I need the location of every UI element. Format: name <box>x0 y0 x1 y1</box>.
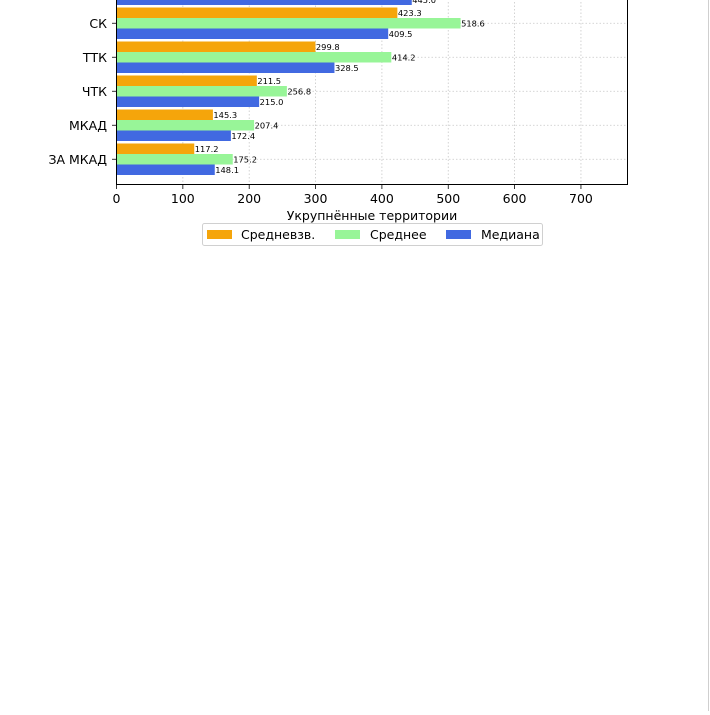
bar <box>116 0 412 5</box>
bar-value-label: 518.6 <box>461 18 485 28</box>
bar <box>116 109 213 120</box>
bar <box>116 164 215 175</box>
value-labels: 423.3 299.8 211.5 145.3 117.2 518.6 414.2 256.8… <box>195 0 485 175</box>
bar <box>116 28 389 39</box>
x-tick-label: 300 <box>304 191 328 206</box>
bar <box>116 75 257 86</box>
legend-frame <box>202 223 543 246</box>
legend-swatch <box>335 230 360 239</box>
bar-value-label: 117.2 <box>195 144 219 154</box>
y-tick-label: ЗА МКАД <box>48 152 107 167</box>
legend-swatch <box>446 230 471 239</box>
x-tick-label: 700 <box>569 191 593 206</box>
bar-value-label: 172.4 <box>231 131 255 141</box>
x-axis-label: Укрупнённые территории <box>287 208 458 223</box>
legend-swatch <box>207 230 232 239</box>
bar <box>116 154 233 165</box>
bar <box>116 52 392 63</box>
bar-value-label: 328.5 <box>335 63 359 73</box>
bar <box>116 7 398 18</box>
bar <box>116 130 231 141</box>
legend-label: Среднее <box>370 227 427 242</box>
x-tick-label: 400 <box>370 191 394 206</box>
y-tick-label: ТТК <box>82 50 107 65</box>
x-tick-label: 600 <box>503 191 527 206</box>
legend: Средневзв. Среднее Медиана <box>202 223 543 246</box>
bar-value-label: 145.3 <box>213 110 237 120</box>
x-ticks: 0 100 200 300 400 500 600 700 <box>113 184 593 206</box>
bar-value-label: 175.2 <box>233 154 257 164</box>
axes <box>116 0 628 185</box>
bar-value-label: 207.4 <box>255 120 279 130</box>
bars <box>116 0 461 175</box>
bar-value-label: 211.5 <box>257 76 281 86</box>
x-tick-label: 100 <box>171 191 195 206</box>
legend-label: Медиана <box>481 227 540 242</box>
x-tick-label: 500 <box>436 191 460 206</box>
x-tick-label: 200 <box>237 191 261 206</box>
legend-label: Средневзв. <box>241 227 315 242</box>
page-edge <box>708 0 709 711</box>
bar <box>116 143 195 154</box>
bar <box>116 41 316 52</box>
bar-value-label: 414.2 <box>392 52 416 62</box>
x-tick-label: 0 <box>113 191 121 206</box>
bar <box>116 18 461 29</box>
y-tick-label: СК <box>89 16 107 31</box>
bar <box>116 62 335 73</box>
bar-value-label: 423.3 <box>398 8 422 18</box>
bar-value-label: 148.1 <box>215 165 239 175</box>
bar <box>116 120 255 131</box>
y-ticks: СК ТТК ЧТК МКАД ЗА МКАД <box>48 16 117 167</box>
bar-value-label: 409.5 <box>389 29 413 39</box>
bar-value-label: 256.8 <box>287 86 311 96</box>
y-tick-label: МКАД <box>69 118 107 133</box>
bar <box>116 96 260 107</box>
bar-value-label: 215.0 <box>260 97 284 107</box>
bar-value-label: 299.8 <box>316 42 340 52</box>
bar <box>116 86 287 97</box>
y-tick-label: ЧТК <box>82 84 107 99</box>
bar-value-label: 445.0 <box>412 0 436 5</box>
